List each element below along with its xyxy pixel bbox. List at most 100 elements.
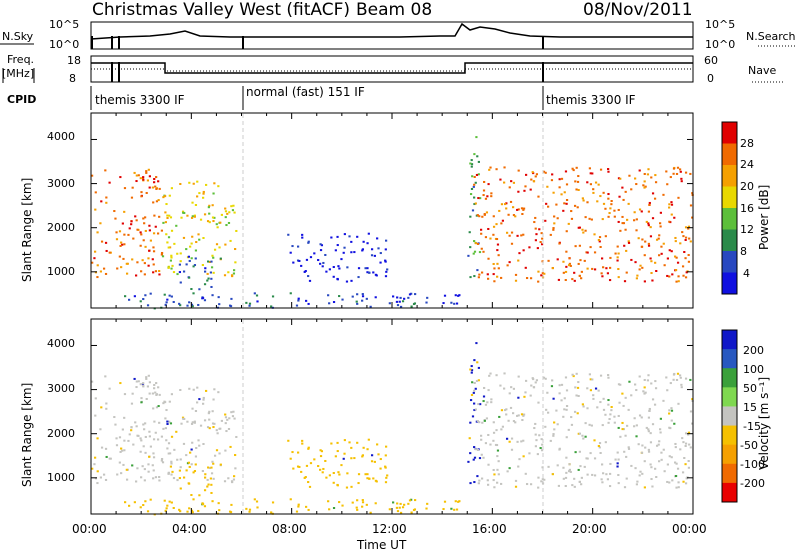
velocity-cell [508, 467, 511, 470]
power-cell [332, 266, 335, 269]
velocity-cell [186, 420, 189, 423]
power-cell [584, 229, 587, 232]
power-cell [544, 219, 547, 222]
velocity-cell [499, 384, 502, 387]
velocity-cell [289, 498, 292, 501]
velocity-cell [571, 373, 574, 376]
power-cell [616, 245, 619, 248]
velocity-cell [170, 462, 173, 465]
power-cbar-tick-16: 16 [740, 202, 754, 215]
velocity-cell [522, 414, 525, 417]
power-cell [202, 237, 205, 240]
power-cell [168, 194, 171, 197]
velocity-cell [617, 482, 620, 485]
velocity-cell [684, 444, 687, 447]
power-cell [535, 233, 538, 236]
velocity-cbar-label: Velocity [m s⁻¹] [757, 377, 771, 470]
power-cell [596, 200, 599, 203]
power-cell [675, 256, 678, 259]
power-cell [96, 231, 99, 234]
velocity-cell [574, 386, 577, 389]
nsky-tick-bottom: 10^0 [49, 38, 79, 51]
power-cell [485, 211, 489, 214]
velocity-cell [220, 419, 223, 422]
velocity-cell [379, 458, 382, 461]
velocity-cell [670, 407, 673, 410]
velocity-cell [589, 389, 593, 392]
velocity-cell [659, 417, 662, 420]
power-cell [609, 207, 612, 210]
power-cell [170, 229, 174, 232]
power-cell [227, 271, 230, 274]
power-cell [540, 232, 543, 235]
power-cell [477, 197, 480, 200]
power-cell [158, 273, 161, 276]
velocity-cell [185, 469, 188, 472]
power-cell [604, 207, 607, 210]
velocity-cbar-swatch [722, 330, 737, 350]
power-cell [684, 276, 688, 279]
power-cell [342, 251, 345, 254]
velocity-cell [472, 391, 475, 394]
power-cell [589, 246, 592, 249]
velocity-cell [668, 409, 671, 412]
velocity-cell [552, 434, 555, 437]
velocity-cell [565, 389, 569, 392]
velocity-cell [166, 420, 169, 423]
velocity-cell [540, 480, 543, 483]
power-cell [289, 292, 292, 295]
velocity-cell [537, 476, 540, 479]
velocity-data-layer [91, 342, 694, 516]
velocity-cell [687, 460, 690, 463]
power-cell [212, 271, 215, 274]
power-cell [550, 179, 554, 182]
velocity-cell [195, 447, 198, 450]
power-cell [687, 260, 691, 263]
power-cell [540, 243, 544, 246]
plot-title: Christmas Valley West (fitACF) [92, 0, 350, 20]
velocity-cell [202, 402, 205, 405]
velocity-cell [137, 380, 140, 383]
power-cell [374, 273, 377, 276]
velocity-cell [123, 449, 126, 452]
velocity-cell [672, 373, 676, 376]
velocity-cell [658, 460, 661, 463]
velocity-cell [663, 470, 666, 473]
velocity-cell [671, 479, 674, 482]
power-cell [516, 234, 519, 237]
velocity-cell [562, 466, 565, 469]
power-cell [305, 258, 309, 261]
velocity-cell [211, 410, 214, 413]
power-cell [640, 210, 643, 213]
velocity-cell [546, 391, 549, 394]
velocity-cell [503, 387, 506, 390]
nsearch-tick-bottom: 10^0 [705, 38, 735, 51]
power-cell [230, 297, 233, 300]
velocity-cell [621, 421, 624, 424]
power-cell [123, 243, 126, 246]
power-cell [659, 211, 662, 214]
velocity-cell [479, 434, 483, 437]
velocity-cell [608, 418, 611, 421]
power-cell [213, 248, 217, 251]
power-cell [135, 174, 138, 177]
power-cell [99, 222, 102, 225]
power-cell [147, 264, 150, 267]
power-cell [118, 230, 122, 233]
power-cell [218, 303, 221, 306]
power-cell [645, 220, 648, 223]
velocity-cell [592, 394, 595, 397]
cpid-label: CPID [7, 93, 36, 106]
velocity-cell [567, 470, 571, 473]
velocity-cell [142, 504, 145, 507]
power-cell [136, 261, 139, 264]
velocity-cell [213, 388, 216, 391]
velocity-cell [189, 451, 192, 454]
power-cell [623, 244, 626, 247]
velocity-cell [475, 342, 478, 345]
velocity-cell [557, 484, 561, 487]
power-cell [170, 187, 174, 190]
x-axis: 00:00 04:00 08:00 12:00 16:00 20:00 00:0… [72, 522, 707, 552]
power-cell [350, 279, 353, 282]
velocity-cell [176, 458, 179, 461]
